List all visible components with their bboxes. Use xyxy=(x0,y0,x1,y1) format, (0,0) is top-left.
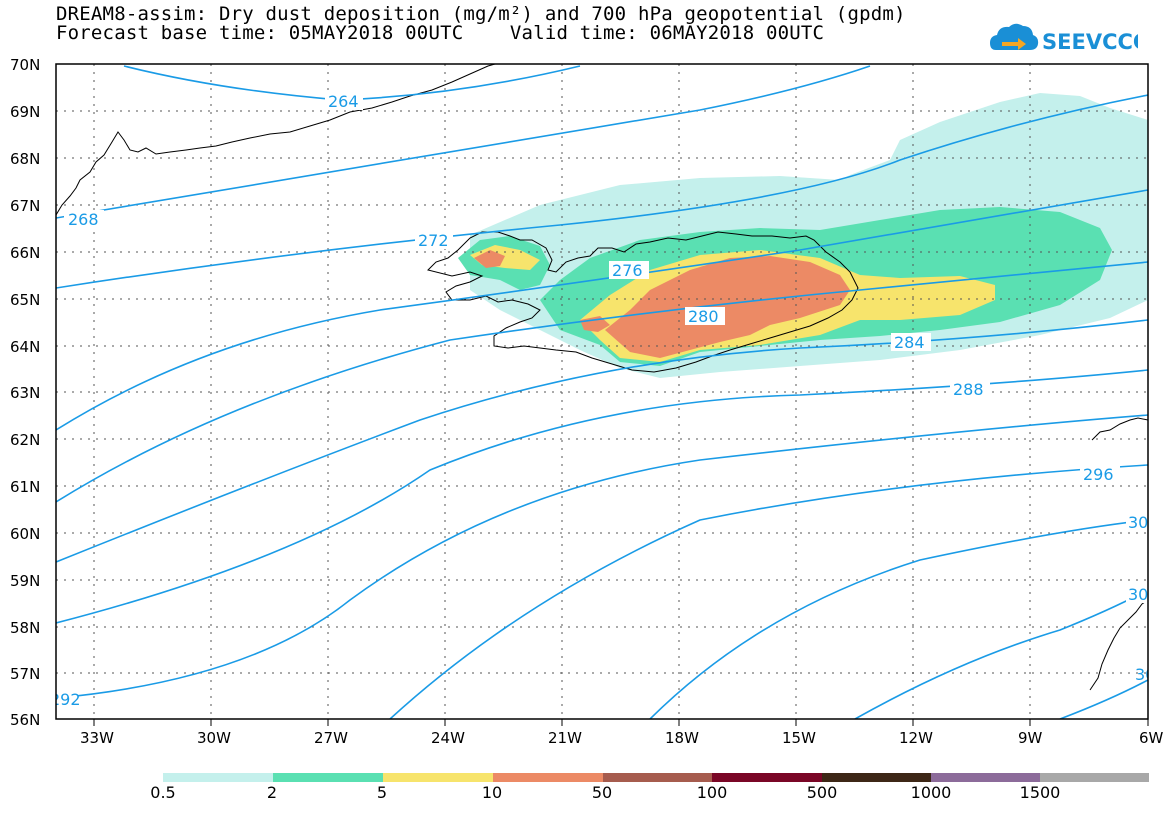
legend-swatch xyxy=(383,773,493,782)
seevccc-logo: SEEVCCC xyxy=(990,23,1138,54)
cloud-arrow-icon xyxy=(990,23,1039,50)
legend-label: 10 xyxy=(481,783,503,802)
legend-swatch xyxy=(493,773,603,782)
lon-label: 21W xyxy=(548,729,582,747)
map-frame xyxy=(55,63,1149,720)
lat-label: 62N xyxy=(10,431,40,449)
contour-label-292: 292 xyxy=(50,690,81,709)
longitude-labels: 33W 30W 27W 24W 21W 18W 15W 12W 9W 6W xyxy=(80,729,1164,747)
lat-label: 63N xyxy=(10,384,40,402)
lat-label: 70N xyxy=(10,56,40,74)
lat-label: 59N xyxy=(10,572,40,590)
lon-label: 27W xyxy=(314,729,348,747)
lon-label: 30W xyxy=(197,729,231,747)
lon-label: 6W xyxy=(1139,729,1164,747)
geopotential-contours xyxy=(56,65,1148,719)
lat-label: 57N xyxy=(10,665,40,683)
contour-308 xyxy=(1059,679,1148,719)
legend-swatch xyxy=(273,773,383,782)
contour-284 xyxy=(56,319,1148,563)
color-legend xyxy=(163,773,1149,782)
lat-label: 60N xyxy=(10,525,40,543)
iceland-coast xyxy=(427,231,859,373)
contour-label-308: 30 xyxy=(1135,665,1155,684)
legend-swatch xyxy=(931,773,1040,782)
lat-label: 66N xyxy=(10,244,40,262)
contour-276 xyxy=(56,189,1148,431)
contour-300 xyxy=(649,519,1148,719)
contour-280 xyxy=(56,261,1148,503)
lon-label: 18W xyxy=(665,729,699,747)
contour-label-296: 296 xyxy=(1083,465,1114,484)
dust-level-10 xyxy=(605,256,850,358)
lat-label: 69N xyxy=(10,103,40,121)
legend-swatch xyxy=(603,773,712,782)
legend-label: 2 xyxy=(266,783,278,802)
dust-level-10b xyxy=(474,250,505,268)
lon-label: 12W xyxy=(899,729,933,747)
contour-label-276: 276 xyxy=(612,261,643,280)
legend-label: 100 xyxy=(696,783,728,802)
lat-label: 61N xyxy=(10,478,40,496)
contour-268 xyxy=(56,65,871,219)
logo-text: SEEVCCC xyxy=(1042,30,1138,54)
contour-label-300: 30 xyxy=(1128,513,1148,532)
contour-label-284: 284 xyxy=(894,333,925,352)
lat-label: 65N xyxy=(10,291,40,309)
lon-label: 9W xyxy=(1018,729,1043,747)
contour-292 xyxy=(56,414,1148,699)
legend-label: 50 xyxy=(591,783,613,802)
graticule xyxy=(56,64,1148,719)
lat-label: 64N xyxy=(10,338,40,356)
contour-label-268: 268 xyxy=(68,210,99,229)
axis-ticks xyxy=(93,719,1149,726)
lat-label: 67N xyxy=(10,197,40,215)
lat-label: 68N xyxy=(10,150,40,168)
legend-label: 1500 xyxy=(1019,783,1061,802)
contour-label-288: 288 xyxy=(953,380,984,399)
lon-label: 33W xyxy=(80,729,114,747)
legend-swatch xyxy=(163,773,273,782)
contour-label-280: 280 xyxy=(688,307,719,326)
legend-swatch xyxy=(712,773,822,782)
chart-subtitle: Forecast base time: 05MAY2018 00UTC Vali… xyxy=(56,22,825,44)
lon-label: 24W xyxy=(431,729,465,747)
contour-272 xyxy=(56,94,1148,289)
legend-swatch xyxy=(1040,773,1149,782)
greenland-coast xyxy=(56,64,496,216)
contour-label-272: 272 xyxy=(418,231,449,250)
contour-296 xyxy=(389,464,1148,719)
chart-title: DREAM8-assim: Dry dust deposition (mg/m²… xyxy=(56,3,906,25)
lat-label: 56N xyxy=(10,711,40,729)
legend-label: 1000 xyxy=(910,783,952,802)
faroe-coast xyxy=(1091,417,1148,441)
lon-label: 15W xyxy=(782,729,816,747)
legend-label: 0.5 xyxy=(150,783,176,802)
scotland-coast xyxy=(1089,599,1148,691)
legend-label: 5 xyxy=(376,783,388,802)
legend-swatch xyxy=(822,773,931,782)
latitude-labels: 70N 69N 68N 67N 66N 65N 64N 63N 62N 61N … xyxy=(10,56,40,729)
dust-shading xyxy=(458,93,1148,378)
contour-label-264: 264 xyxy=(328,92,359,111)
contour-label-304: 30 xyxy=(1128,585,1148,604)
contour-304 xyxy=(854,589,1148,719)
contour-label-group: 264 268 272 276 280 284 288 296 30 30 29… xyxy=(50,92,1155,709)
coastlines xyxy=(56,64,1148,691)
lat-label: 58N xyxy=(10,619,40,637)
legend-label: 500 xyxy=(806,783,838,802)
